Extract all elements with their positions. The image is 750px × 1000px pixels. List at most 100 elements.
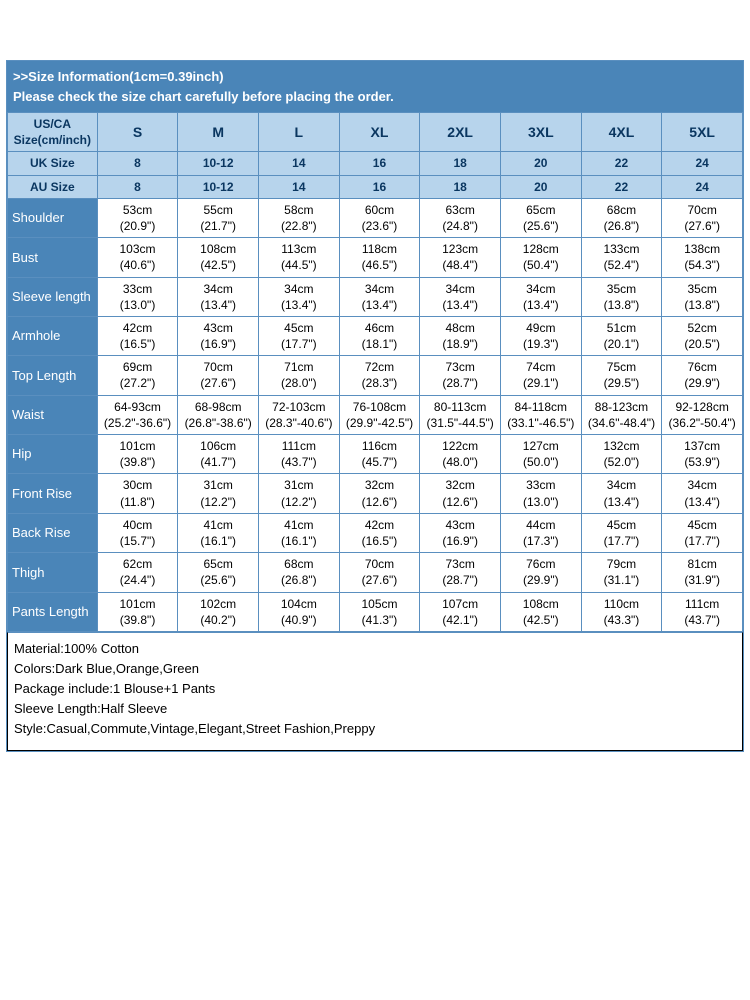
inch-value: (16.1") (180, 533, 256, 549)
cm-value: 110cm (584, 596, 660, 612)
measurement-cell: 34cm(13.4") (662, 474, 743, 513)
size-col-m: M (178, 113, 259, 152)
cm-value: 68-98cm (180, 399, 256, 415)
au-4: 18 (420, 175, 501, 198)
measurement-cell: 32cm(12.6") (420, 474, 501, 513)
inch-value: (13.4") (261, 297, 337, 313)
row-label: Thigh (8, 553, 98, 592)
inch-value: (12.2") (261, 494, 337, 510)
cm-value: 70cm (664, 202, 740, 218)
inch-value: (46.5") (342, 257, 418, 273)
measurement-cell: 108cm(42.5") (178, 238, 259, 277)
inch-value: (39.8") (100, 454, 176, 470)
measurement-cell: 106cm(41.7") (178, 435, 259, 474)
inch-value: (53.9") (664, 454, 740, 470)
size-col-4xl: 4XL (581, 113, 662, 152)
header-corner: US/CA Size(cm/inch) (8, 113, 98, 152)
cm-value: 34cm (342, 281, 418, 297)
measurement-cell: 34cm(13.4") (581, 474, 662, 513)
cm-value: 53cm (100, 202, 176, 218)
measurement-cell: 108cm(42.5") (500, 592, 581, 631)
uk-2: 14 (259, 152, 340, 175)
inch-value: (27.6") (180, 375, 256, 391)
cm-value: 132cm (584, 438, 660, 454)
inch-value: (48.0") (422, 454, 498, 470)
measurement-cell: 103cm(40.6") (97, 238, 178, 277)
measurement-cell: 65cm(25.6") (500, 198, 581, 237)
measurement-cell: 42cm(16.5") (339, 513, 420, 552)
measurement-cell: 88-123cm(34.6"-48.4") (581, 395, 662, 434)
cm-value: 55cm (180, 202, 256, 218)
measurement-cell: 79cm(31.1") (581, 553, 662, 592)
banner-line2: Please check the size chart carefully be… (13, 87, 737, 107)
measurement-cell: 70cm(27.6") (662, 198, 743, 237)
cm-value: 80-113cm (422, 399, 498, 415)
row-label: Waist (8, 395, 98, 434)
table-row: Front Rise30cm(11.8")31cm(12.2")31cm(12.… (8, 474, 743, 513)
uk-5: 20 (500, 152, 581, 175)
cm-value: 31cm (261, 477, 337, 493)
cm-value: 107cm (422, 596, 498, 612)
cm-value: 71cm (261, 359, 337, 375)
inch-value: (17.7") (261, 336, 337, 352)
cm-value: 68cm (584, 202, 660, 218)
inch-value: (34.6"-48.4") (584, 415, 660, 431)
cm-value: 74cm (503, 359, 579, 375)
row-label: Armhole (8, 316, 98, 355)
info-material: Material:100% Cotton (14, 639, 736, 659)
cm-value: 102cm (180, 596, 256, 612)
table-row: Back Rise40cm(15.7")41cm(16.1")41cm(16.1… (8, 513, 743, 552)
inch-value: (13.4") (664, 494, 740, 510)
cm-value: 49cm (503, 320, 579, 336)
measurement-cell: 35cm(13.8") (662, 277, 743, 316)
measurement-cell: 46cm(18.1") (339, 316, 420, 355)
measurement-cell: 101cm(39.8") (97, 435, 178, 474)
measurement-cell: 84-118cm(33.1"-46.5") (500, 395, 581, 434)
measurement-cell: 68cm(26.8") (581, 198, 662, 237)
measurement-cell: 45cm(17.7") (259, 316, 340, 355)
cm-value: 72cm (342, 359, 418, 375)
inch-value: (12.6") (342, 494, 418, 510)
inch-value: (50.4") (503, 257, 579, 273)
inch-value: (13.4") (503, 297, 579, 313)
cm-value: 65cm (180, 556, 256, 572)
measurement-cell: 81cm(31.9") (662, 553, 743, 592)
cm-value: 111cm (664, 596, 740, 612)
cm-value: 45cm (261, 320, 337, 336)
inch-value: (20.9") (100, 218, 176, 234)
inch-value: (29.9") (664, 375, 740, 391)
table-row: Shoulder53cm(20.9")55cm(21.7")58cm(22.8"… (8, 198, 743, 237)
cm-value: 133cm (584, 241, 660, 257)
measurement-cell: 31cm(12.2") (178, 474, 259, 513)
inch-value: (29.5") (584, 375, 660, 391)
cm-value: 127cm (503, 438, 579, 454)
inch-value: (13.4") (342, 297, 418, 313)
size-col-5xl: 5XL (662, 113, 743, 152)
cm-value: 34cm (422, 281, 498, 297)
table-row: Sleeve length33cm(13.0")34cm(13.4")34cm(… (8, 277, 743, 316)
cm-value: 122cm (422, 438, 498, 454)
inch-value: (13.4") (584, 494, 660, 510)
cm-value: 116cm (342, 438, 418, 454)
inch-value: (13.4") (180, 297, 256, 313)
measurement-cell: 33cm(13.0") (500, 474, 581, 513)
cm-value: 79cm (584, 556, 660, 572)
banner-line1: >>Size Information(1cm=0.39inch) (13, 67, 737, 87)
measurement-cell: 62cm(24.4") (97, 553, 178, 592)
measurement-cell: 138cm(54.3") (662, 238, 743, 277)
measurement-cell: 43cm(16.9") (420, 513, 501, 552)
inch-value: (45.7") (342, 454, 418, 470)
inch-value: (20.1") (584, 336, 660, 352)
measurement-cell: 111cm(43.7") (662, 592, 743, 631)
cm-value: 32cm (422, 477, 498, 493)
inch-value: (44.5") (261, 257, 337, 273)
table-row: Pants Length101cm(39.8")102cm(40.2")104c… (8, 592, 743, 631)
cm-value: 92-128cm (664, 399, 740, 415)
header-row-uk: UK Size 8 10-12 14 16 18 20 22 24 (8, 152, 743, 175)
inch-value: (13.0") (503, 494, 579, 510)
header-corner-l1: US/CA (10, 116, 95, 132)
au-7: 24 (662, 175, 743, 198)
measurement-cell: 64-93cm(25.2"-36.6") (97, 395, 178, 434)
inch-value: (18.9") (422, 336, 498, 352)
measurement-cell: 31cm(12.2") (259, 474, 340, 513)
